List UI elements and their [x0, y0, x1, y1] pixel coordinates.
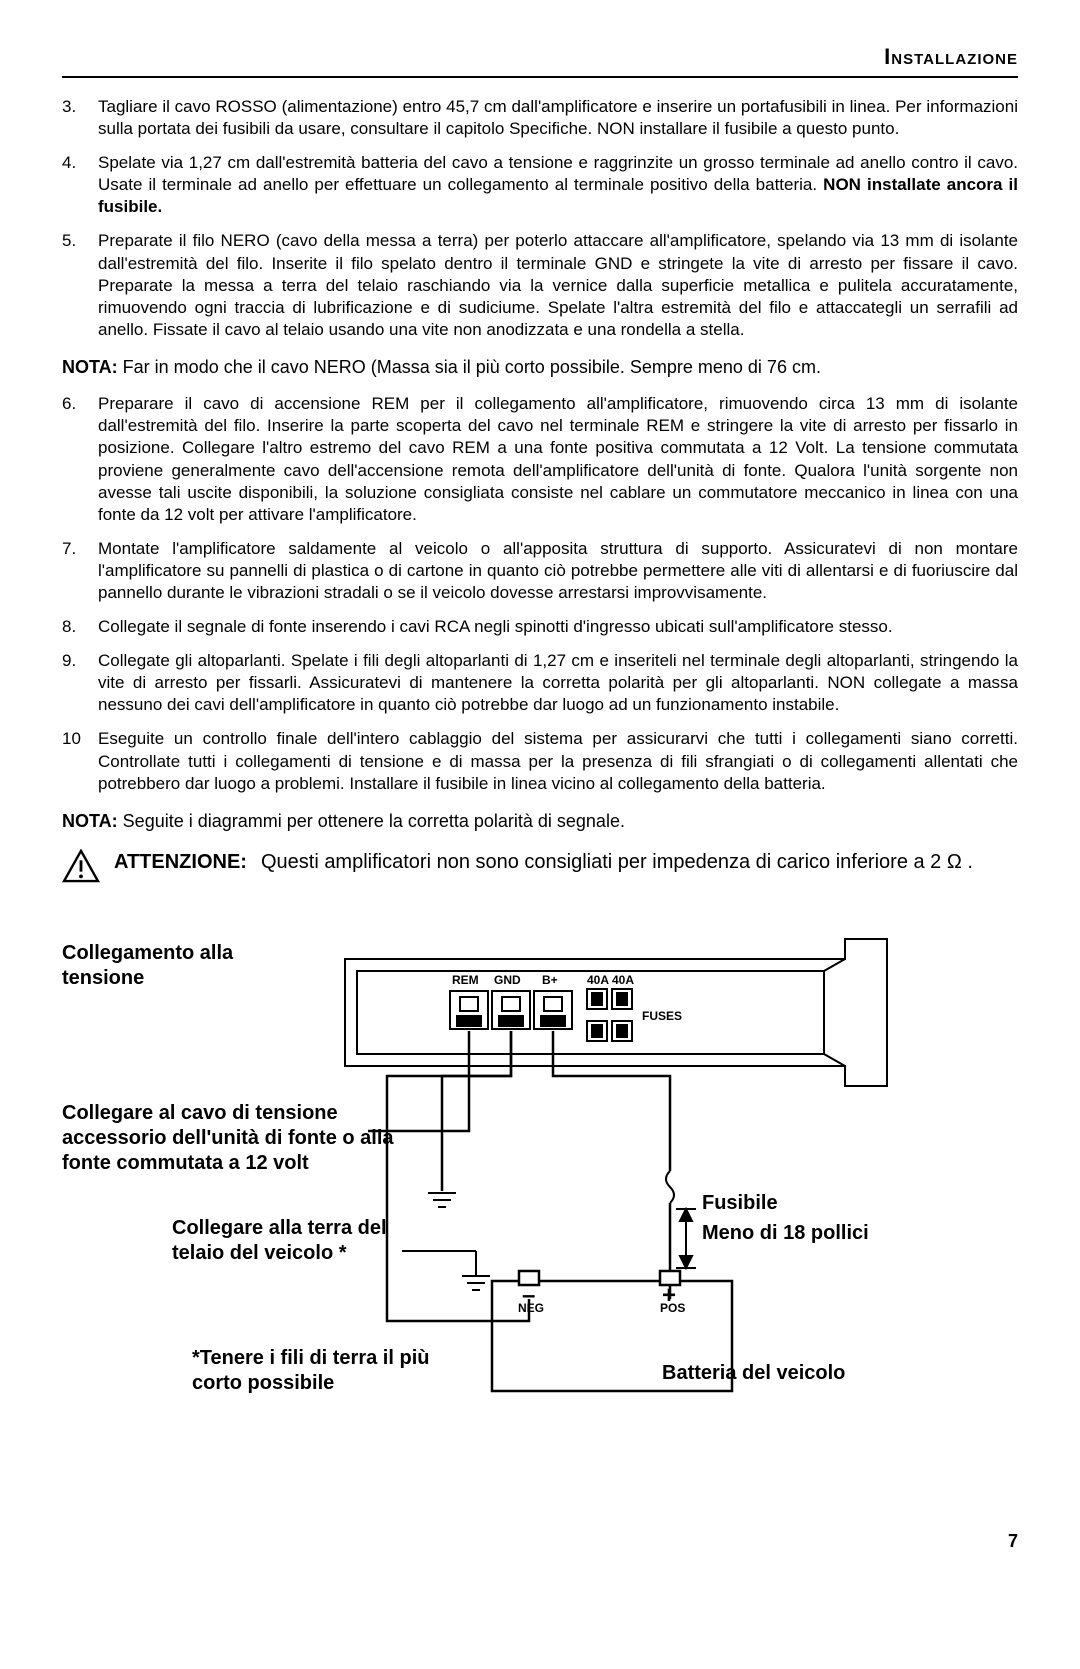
wiring-diagram: Collegamento alla tensione Collegare al …: [62, 931, 1018, 1491]
note-label: NOTA:: [62, 811, 118, 831]
warning-label: ATTENZIONE:: [114, 851, 247, 873]
list-item: 4. Spelate via 1,27 cm dall'estremità ba…: [62, 152, 1018, 218]
note-text: Far in modo che il cavo NERO (Massa sia …: [123, 357, 821, 377]
list-number: 10: [62, 728, 98, 794]
list-item: 9. Collegate gli altoparlanti. Spelate i…: [62, 650, 1018, 716]
warning-text: Questi amplificatori non sono consigliat…: [261, 851, 973, 873]
wiring-svg: [62, 931, 1022, 1491]
terminal-label-rem: REM: [452, 973, 479, 987]
list-number: 6.: [62, 393, 98, 526]
fuse-label-40a: 40A: [587, 973, 609, 987]
list-text: Tagliare il cavo ROSSO (alimentazione) e…: [98, 96, 1018, 140]
list-number: 5.: [62, 230, 98, 340]
list-number: 9.: [62, 650, 98, 716]
fuse-label-40b: 40A: [612, 973, 634, 987]
fuses-label: FUSES: [642, 1009, 682, 1023]
list-number: 7.: [62, 538, 98, 604]
list-item: 5. Preparate il filo NERO (cavo della me…: [62, 230, 1018, 340]
terminal-label-bplus: B+: [542, 973, 558, 987]
list-text: Spelate via 1,27 cm dall'estremità batte…: [98, 152, 1018, 218]
list-text: Montate l'amplificatore saldamente al ve…: [98, 538, 1018, 604]
note: NOTA: Far in modo che il cavo NERO (Mass…: [62, 355, 1018, 379]
list-number: 4.: [62, 152, 98, 218]
list-text: Preparare il cavo di accensione REM per …: [98, 393, 1018, 526]
warning-box: ATTENZIONE: Questi amplificatori non sono…: [62, 849, 1018, 883]
list-text: Collegate il segnale di fonte inserendo …: [98, 616, 1018, 638]
list-item: 3. Tagliare il cavo ROSSO (alimentazione…: [62, 96, 1018, 140]
list-number: 8.: [62, 616, 98, 638]
list-item: 7. Montate l'amplificatore saldamente al…: [62, 538, 1018, 604]
list-text: Preparate il filo NERO (cavo della messa…: [98, 230, 1018, 340]
note-label: NOTA:: [62, 357, 118, 377]
note-text: Seguite i diagrammi per ottenere la corr…: [123, 811, 625, 831]
warning-icon: [62, 849, 100, 883]
list-number: 3.: [62, 96, 98, 140]
battery-minus: –: [522, 1281, 535, 1311]
terminal-label-gnd: GND: [494, 973, 521, 987]
battery-plus: +: [662, 1281, 676, 1311]
list-item: 6. Preparare il cavo di accensione REM p…: [62, 393, 1018, 526]
list-item: 10 Eseguite un controllo finale dell'int…: [62, 728, 1018, 794]
page-number: 7: [62, 1531, 1018, 1552]
list-text: Eseguite un controllo finale dell'intero…: [98, 728, 1018, 794]
section-header: Installazione: [62, 44, 1018, 78]
list-item: 8. Collegate il segnale di fonte inseren…: [62, 616, 1018, 638]
note: NOTA: Seguite i diagrammi per ottenere l…: [62, 809, 1018, 833]
list-text: Collegate gli altoparlanti. Spelate i fi…: [98, 650, 1018, 716]
